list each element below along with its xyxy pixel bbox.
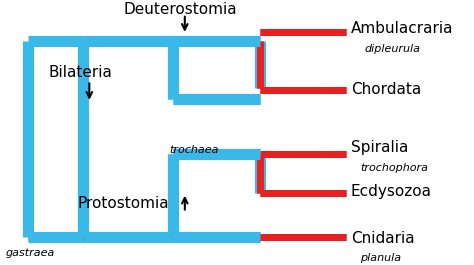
- Text: trochaea: trochaea: [169, 145, 219, 155]
- Text: dipleurula: dipleurula: [365, 44, 420, 54]
- Text: Cnidaria: Cnidaria: [351, 231, 414, 246]
- Text: Protostomia: Protostomia: [78, 196, 170, 211]
- Text: planula: planula: [360, 253, 401, 263]
- Text: Chordata: Chordata: [351, 82, 421, 97]
- Text: Deuterostomia: Deuterostomia: [123, 2, 237, 17]
- Text: Spiralia: Spiralia: [351, 140, 408, 154]
- Text: gastraea: gastraea: [5, 248, 55, 258]
- Text: Ambulacraria: Ambulacraria: [351, 21, 453, 36]
- Text: Bilateria: Bilateria: [48, 65, 112, 80]
- Text: Ecdysozoa: Ecdysozoa: [351, 184, 432, 199]
- Text: trochophora: trochophora: [360, 163, 428, 173]
